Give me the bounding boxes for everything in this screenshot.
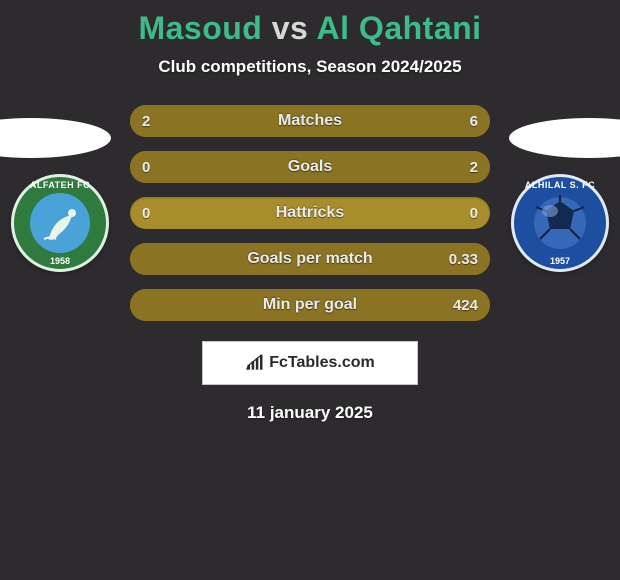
chart-icon [245, 353, 265, 373]
stat-bar: Goals02 [130, 151, 490, 183]
stats-bars: Matches26 Goals02 Hattricks0 0 Goals per mat… [130, 105, 490, 321]
stat-bar-fill-right [130, 243, 490, 275]
right-team-column: ALHILAL S. FC 1957 [500, 118, 620, 272]
date-label: 11 january 2025 [0, 403, 620, 423]
football-icon [530, 193, 590, 253]
watermark-box: FcTables.com [202, 341, 418, 385]
left-team-column: ALFATEH FC 1958 [0, 118, 120, 272]
right-blob [509, 118, 620, 158]
title-vs: vs [272, 10, 309, 46]
right-badge-year: 1957 [511, 256, 609, 266]
right-badge-core [530, 193, 590, 253]
stat-bar-value-right: 0 [470, 197, 478, 229]
runner-icon [30, 193, 90, 253]
stat-bar-fill-left [130, 105, 220, 137]
stat-bar-fill-right [220, 105, 490, 137]
left-badge-core [30, 193, 90, 253]
stat-bar: Matches26 [130, 105, 490, 137]
left-blob [0, 118, 111, 158]
page-title: Masoud vs Al Qahtani [0, 0, 620, 47]
stat-bar-value-left: 0 [142, 197, 150, 229]
left-team-badge: ALFATEH FC 1958 [11, 174, 109, 272]
subtitle: Club competitions, Season 2024/2025 [0, 57, 620, 77]
stat-bar: Min per goal424 [130, 289, 490, 321]
left-badge-name: ALFATEH FC [11, 180, 109, 190]
right-team-badge: ALHILAL S. FC 1957 [511, 174, 609, 272]
right-badge-name: ALHILAL S. FC [511, 180, 609, 190]
stat-bar: Goals per match0.33 [130, 243, 490, 275]
stat-bar-fill-right [130, 289, 490, 321]
stat-bar-label: Hattricks [130, 197, 490, 229]
comparison-infographic: Masoud vs Al Qahtani Club competitions, … [0, 0, 620, 580]
left-badge-year: 1958 [11, 256, 109, 266]
title-player2: Al Qahtani [317, 10, 482, 46]
title-player1: Masoud [138, 10, 262, 46]
watermark-text: FcTables.com [269, 354, 375, 372]
stat-bar-fill-right [130, 151, 490, 183]
stat-bar: Hattricks0 0 [130, 197, 490, 229]
